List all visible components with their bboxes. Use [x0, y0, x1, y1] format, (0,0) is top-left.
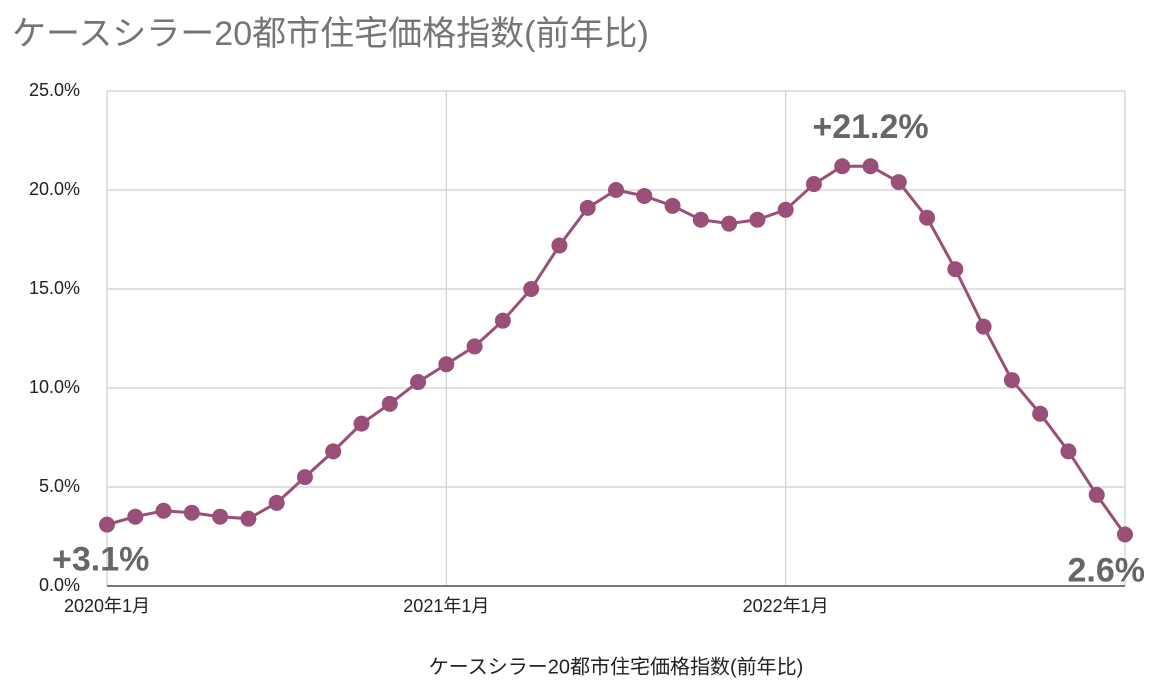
- point: [608, 182, 624, 198]
- y-tick-label: 25.0%: [29, 80, 80, 100]
- y-tick-label: 20.0%: [29, 179, 80, 199]
- point: [664, 197, 681, 214]
- x-axis-title: ケースシラー20都市住宅価格指数(前年比): [429, 655, 804, 678]
- point: [494, 312, 511, 329]
- point: [240, 510, 257, 527]
- point: [155, 502, 172, 519]
- point: [438, 356, 455, 373]
- point: [551, 237, 568, 254]
- line: [106, 164, 1127, 536]
- point: [212, 508, 229, 525]
- y-tick-label: 5.0%: [39, 476, 80, 496]
- point: [99, 516, 115, 533]
- data-label: +21.2%: [812, 108, 928, 146]
- chart-title: ケースシラー20都市住宅価格指数(前年比): [12, 15, 649, 53]
- point: [353, 415, 370, 432]
- point: [579, 199, 596, 216]
- point: [523, 281, 540, 297]
- x-tick-label: 2022年1月: [743, 596, 829, 616]
- point: [692, 211, 709, 228]
- point: [325, 443, 342, 460]
- point: [410, 374, 427, 391]
- point: [947, 261, 964, 278]
- point: [183, 504, 200, 521]
- point: [862, 158, 879, 175]
- point: [268, 494, 285, 511]
- point: [805, 176, 822, 193]
- point: [1003, 372, 1020, 389]
- point: [636, 187, 653, 204]
- point: [721, 215, 738, 232]
- point: [777, 201, 794, 218]
- y-tick-label: 15.0%: [29, 278, 80, 298]
- point: [296, 469, 313, 486]
- y-tick-label: 10.0%: [29, 377, 80, 397]
- point: [381, 395, 398, 412]
- x-tick-label: 2021年1月: [403, 596, 489, 616]
- point: [749, 211, 766, 228]
- data-label: +3.1%: [52, 541, 149, 579]
- data-label: 2.6%: [1068, 552, 1146, 590]
- point: [890, 174, 907, 191]
- point: [1060, 443, 1077, 460]
- point: [919, 209, 936, 226]
- point: [834, 158, 851, 175]
- point: [127, 508, 144, 525]
- x-tick-label: 2020年1月: [64, 596, 150, 616]
- point: [1117, 526, 1133, 543]
- point: [1032, 405, 1049, 422]
- y-tick-label: 0.0%: [39, 575, 80, 595]
- point: [466, 338, 483, 355]
- point: [1088, 486, 1105, 503]
- point: [975, 318, 992, 335]
